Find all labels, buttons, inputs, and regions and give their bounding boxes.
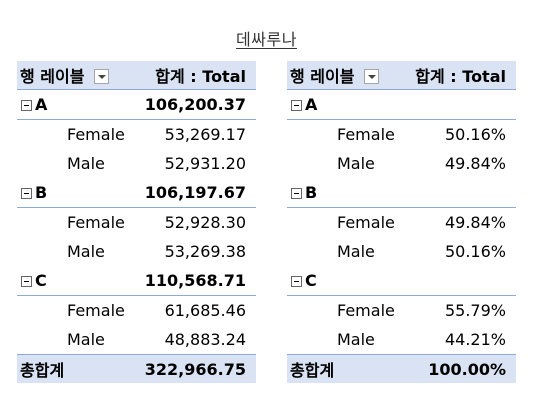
table-row: Female 52,928.30 [17, 208, 256, 238]
group-total [405, 89, 516, 120]
table-row: Female 49.84% [287, 208, 516, 238]
row-value: 44.21% [444, 330, 506, 349]
sheet-title: 데싸루나 [236, 30, 297, 49]
pivot-header-row: 행 레이블 합계 : Total [287, 61, 516, 90]
group-row-b: B [287, 178, 516, 208]
pivot-header-row: 행 레이블 합계 : Total [17, 61, 256, 90]
row-label: Female [337, 301, 395, 320]
group-label: A [305, 95, 318, 114]
row-label: Male [67, 154, 105, 173]
group-label: A [35, 95, 48, 114]
table-row: Female 53,269.17 [17, 120, 256, 150]
table-row: Male 50.16% [287, 237, 516, 266]
group-row-a: A [287, 89, 516, 120]
row-value: 52,928.30 [164, 213, 246, 232]
grand-total-label: 총합계 [17, 354, 135, 383]
table-row: Male 49.84% [287, 149, 516, 178]
table-row: Female 61,685.46 [17, 296, 256, 326]
pivot-table-percent: 행 레이블 합계 : Total A Female 50.16% Male 49… [287, 61, 516, 383]
value-field-header: 합계 : Total [134, 61, 256, 90]
group-row-a: A 106,200.37 [17, 89, 256, 120]
row-label: Male [67, 330, 105, 349]
table-row: Male 53,269.38 [17, 237, 256, 266]
row-label: Female [337, 125, 395, 144]
group-row-c: C [287, 266, 516, 296]
collapse-icon[interactable] [21, 188, 32, 199]
row-label: Female [67, 213, 125, 232]
group-row-b: B 106,197.67 [17, 178, 256, 208]
row-label: Female [67, 301, 125, 320]
pivot-table-totals: 행 레이블 합계 : Total A 106,200.37 Female 53,… [17, 61, 256, 383]
row-label: Male [337, 154, 375, 173]
row-label: Male [67, 242, 105, 261]
row-value: 50.16% [444, 125, 506, 144]
row-label: Male [337, 330, 375, 349]
group-total [405, 178, 516, 208]
row-value: 49.84% [444, 213, 506, 232]
group-total [405, 266, 516, 296]
grand-total-value: 322,966.75 [134, 354, 256, 383]
row-label: Female [67, 125, 125, 144]
filter-dropdown-icon[interactable] [94, 69, 110, 84]
value-field-header: 합계 : Total [405, 61, 516, 90]
filter-dropdown-icon[interactable] [364, 69, 380, 84]
collapse-icon[interactable] [21, 100, 32, 111]
row-value: 52,931.20 [164, 154, 246, 173]
grand-total-label: 총합계 [287, 354, 406, 383]
group-label: C [35, 271, 47, 290]
row-label: Male [337, 242, 375, 261]
row-value: 50.16% [444, 242, 506, 261]
row-labels-header: 행 레이블 [17, 61, 135, 90]
group-label: B [305, 183, 318, 202]
group-total: 106,197.67 [134, 178, 256, 208]
group-total: 106,200.37 [134, 89, 256, 120]
collapse-icon[interactable] [291, 100, 302, 111]
table-row: Female 55.79% [287, 296, 516, 326]
table-row: Male 52,931.20 [17, 149, 256, 178]
row-labels-header: 행 레이블 [287, 61, 406, 90]
row-value: 61,685.46 [164, 301, 246, 320]
row-value: 48,883.24 [164, 330, 246, 349]
table-row: Male 44.21% [287, 325, 516, 355]
row-value: 53,269.17 [164, 125, 246, 144]
collapse-icon[interactable] [291, 276, 302, 287]
collapse-icon[interactable] [21, 276, 32, 287]
table-row: Female 50.16% [287, 120, 516, 150]
group-row-c: C 110,568.71 [17, 266, 256, 296]
group-total: 110,568.71 [134, 266, 256, 296]
group-label: C [305, 271, 317, 290]
row-value: 55.79% [444, 301, 506, 320]
table-row: Male 48,883.24 [17, 325, 256, 355]
group-label: B [35, 183, 48, 202]
row-value: 49.84% [444, 154, 506, 173]
collapse-icon[interactable] [291, 188, 302, 199]
grand-total-row: 총합계 322,966.75 [17, 354, 256, 383]
row-value: 53,269.38 [164, 242, 246, 261]
row-label: Female [337, 213, 395, 232]
grand-total-value: 100.00% [405, 354, 516, 383]
grand-total-row: 총합계 100.00% [287, 354, 516, 383]
